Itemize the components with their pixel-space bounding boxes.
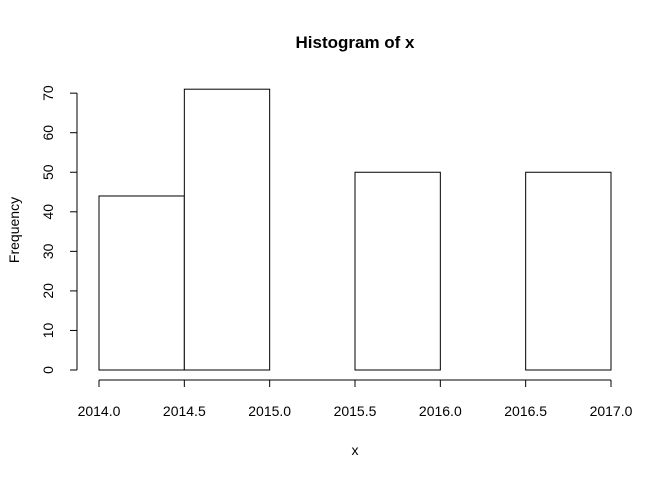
histogram-bar — [98, 195, 185, 371]
y-axis-label: Frequency — [6, 197, 22, 263]
y-tick-label: 10 — [40, 322, 56, 338]
y-tick-label: 50 — [40, 164, 56, 180]
x-tick-label: 2014.5 — [163, 403, 206, 419]
histogram-bar — [525, 171, 612, 371]
y-tick-label: 20 — [40, 283, 56, 299]
x-tick-label: 2015.0 — [248, 403, 291, 419]
y-tick-label: 60 — [40, 125, 56, 141]
y-tick-label: 40 — [40, 204, 56, 220]
x-tick-label: 2016.5 — [504, 403, 547, 419]
bars-group — [98, 88, 612, 371]
x-axis: 2014.0 2014.5 2015.0 2015.5 2016.0 2016.5 2017… — [78, 379, 633, 419]
chart-title: Histogram of x — [295, 33, 415, 52]
x-tick-label: 2014.0 — [78, 403, 121, 419]
histogram-bar — [354, 171, 441, 371]
histogram-bar — [183, 88, 271, 371]
y-axis: 0 10 20 30 40 50 60 70 — [40, 85, 78, 374]
y-tick-label: 0 — [40, 366, 56, 374]
x-axis-label: x — [352, 442, 359, 458]
x-tick-label: 2016.0 — [419, 403, 462, 419]
y-tick-label: 30 — [40, 243, 56, 259]
x-tick-label: 2017.0 — [590, 403, 633, 419]
x-tick-label: 2015.5 — [334, 403, 377, 419]
y-tick-label: 70 — [40, 85, 56, 101]
